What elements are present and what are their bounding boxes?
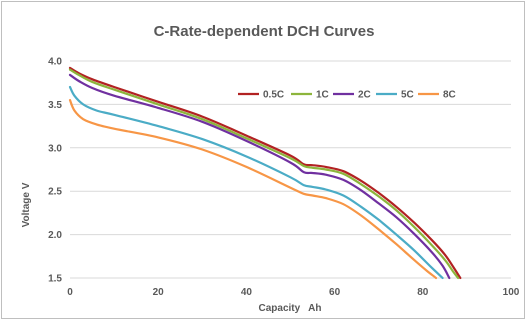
y-tick-labels: 4.0 3.5 3.0 2.5 2.0 1.5: [48, 57, 62, 285]
legend-label: 0.5C: [263, 90, 284, 101]
x-tick-label: 0: [67, 287, 73, 298]
chart-title: C-Rate-dependent DCH Curves: [154, 23, 375, 40]
x-axis-label: Capacity Ah: [259, 303, 322, 314]
legend-label: 1C: [316, 90, 329, 101]
series-line-0_5c: [68, 66, 462, 280]
series-line-8c: [68, 99, 438, 280]
y-tick-label: 4.0: [48, 57, 62, 68]
y-tick-label: 2.0: [48, 230, 62, 241]
series-layer: [68, 66, 462, 280]
x-tick-label: 80: [417, 287, 429, 298]
y-tick-label: 3.5: [48, 100, 62, 111]
legend-label: 2C: [358, 90, 371, 101]
x-tick-labels: 0 20 40 60 80 100: [67, 287, 520, 298]
y-tick-label: 2.5: [48, 187, 62, 198]
y-axis-label: Voltage V: [21, 182, 32, 227]
series-line-1c: [68, 68, 460, 280]
series-line-2c: [68, 73, 451, 280]
x-tick-label: 20: [153, 287, 165, 298]
y-tick-label: 3.0: [48, 143, 62, 154]
x-tick-label: 100: [503, 287, 520, 298]
legend: 0.5C 1C 2C 5C 8C: [238, 90, 456, 101]
series-line-5c: [68, 85, 444, 280]
x-tick-label: 60: [329, 287, 341, 298]
legend-label: 5C: [401, 90, 414, 101]
legend-label: 8C: [443, 90, 456, 101]
x-tick-label: 40: [241, 287, 253, 298]
y-tick-label: 1.5: [48, 274, 62, 285]
